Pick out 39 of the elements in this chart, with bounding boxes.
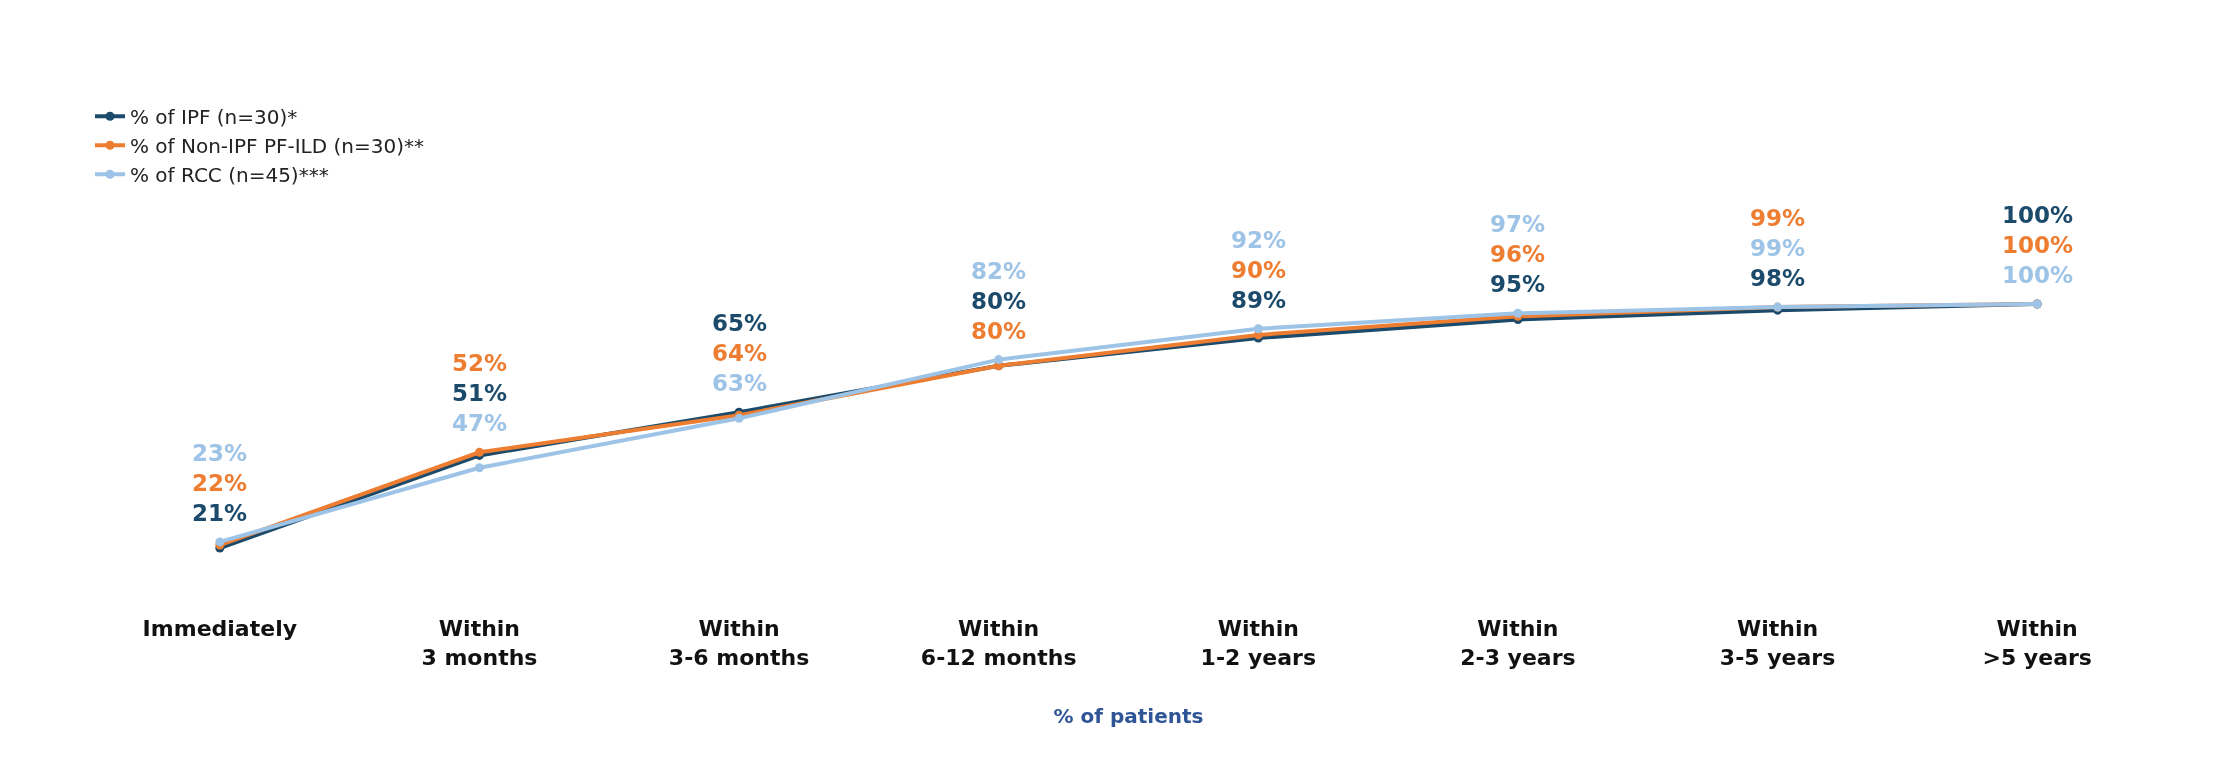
point [994, 355, 1004, 365]
data-label: 100% [2002, 232, 2074, 258]
legend-label: % of IPF (n=30)* [130, 105, 298, 130]
x-tick-label: Within >5 years [1982, 616, 2092, 670]
data-label: 92% [1231, 227, 1287, 253]
data-label: 97% [1490, 211, 1546, 237]
data-label: 96% [1490, 241, 1546, 267]
x-tick-label: Within 3-6 months [668, 616, 810, 670]
x-tick-label: Within 2-3 years [1460, 616, 1576, 670]
x-tick-label: Within 6-12 months [920, 616, 1077, 670]
legend-label: % of Non-IPF PF-ILD (n=30)** [130, 134, 424, 159]
data-label: 64% [712, 340, 768, 366]
x-tick-label: Immediately [142, 616, 298, 641]
data-label: 22% [192, 470, 248, 496]
data-label: 100% [2002, 202, 2074, 228]
data-label: 100% [2002, 262, 2074, 288]
data-label: 89% [1231, 287, 1287, 313]
data-label: 80% [971, 288, 1027, 314]
data-label: 21% [192, 500, 248, 526]
point [474, 463, 484, 473]
data-label: 98% [1750, 265, 1806, 291]
data-label: 65% [712, 310, 768, 336]
data-label: 52% [452, 350, 508, 376]
data-label: 80% [971, 318, 1027, 344]
x-axis-title: % of patients [1053, 704, 1204, 729]
data-label: 95% [1490, 271, 1546, 297]
data-label: 90% [1231, 257, 1287, 283]
data-label: 47% [452, 410, 508, 436]
data-label: 99% [1750, 235, 1806, 261]
x-tick-label: Within 3 months [421, 616, 538, 670]
x-tick-label: Within 1-2 years [1200, 616, 1317, 670]
data-label: 51% [452, 380, 508, 406]
data-label: 99% [1750, 205, 1806, 231]
data-label: 82% [971, 258, 1027, 284]
point [1253, 324, 1263, 334]
legend-label: % of RCC (n=45)*** [130, 163, 329, 188]
data-label: 23% [192, 440, 248, 466]
data-label: 63% [712, 370, 768, 396]
x-tick-label: Within 3-5 years [1719, 616, 1836, 670]
